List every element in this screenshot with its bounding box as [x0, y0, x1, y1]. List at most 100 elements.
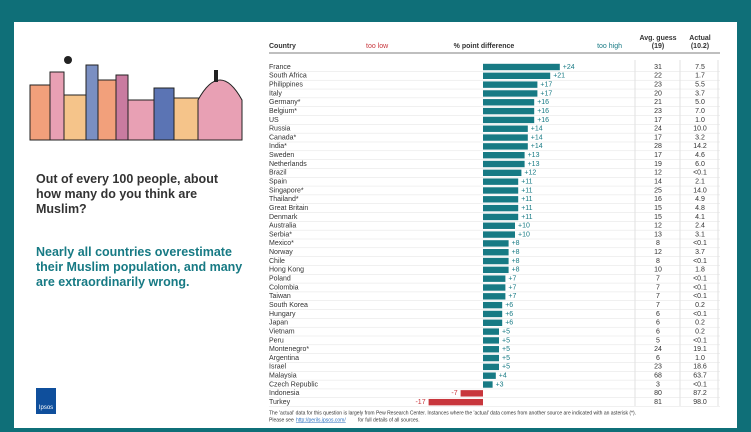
- value-label: +11: [521, 187, 532, 194]
- bar: [483, 319, 503, 326]
- country-label: Singapore*: [269, 187, 304, 194]
- table-cell: 7: [656, 276, 660, 283]
- value-label: +14: [531, 126, 543, 133]
- country-label: Colombia: [269, 284, 299, 291]
- country-label: Malaysia: [269, 373, 297, 380]
- country-label: Indonesia: [269, 390, 299, 397]
- table-cell: 6.0: [695, 161, 705, 168]
- table-cell: 7: [656, 302, 660, 309]
- table-cell: 80: [654, 390, 662, 397]
- country-label: US: [269, 117, 279, 124]
- bar: [483, 187, 519, 194]
- country-label: Japan: [269, 320, 288, 327]
- country-label: Hong Kong: [269, 267, 304, 274]
- table-cell: 81: [654, 399, 662, 406]
- value-label: +8: [512, 267, 520, 274]
- footnote: Please see: [269, 417, 294, 423]
- table-cell: 6: [656, 355, 660, 362]
- city-illustration: [29, 56, 243, 141]
- table-cell: 4.8: [695, 205, 705, 212]
- value-label: +5: [502, 346, 510, 353]
- footnote-link[interactable]: http://perils.ipsos.com/: [296, 417, 346, 423]
- value-label: +16: [537, 99, 549, 106]
- bar: [483, 143, 528, 150]
- table-cell: 7.5: [695, 64, 705, 71]
- table-cell: 5.5: [695, 81, 705, 88]
- table-cell: 8: [656, 240, 660, 247]
- table-cell: 7: [656, 284, 660, 291]
- answer: Nearly all countries overestimate their …: [36, 245, 243, 289]
- title: % point difference: [454, 43, 515, 50]
- table-cell: 24: [654, 346, 662, 353]
- table-cell: 87.2: [693, 390, 707, 397]
- value-label: +5: [502, 337, 510, 344]
- column-header: (19): [652, 43, 664, 50]
- table-cell: 3.7: [695, 90, 705, 97]
- bar: [483, 63, 560, 71]
- table-cell: 63.7: [693, 373, 707, 380]
- table-cell: 21: [654, 99, 662, 106]
- value-label: +11: [521, 196, 532, 203]
- table-cell: 17: [654, 134, 662, 141]
- country-header: Country: [269, 43, 296, 50]
- value-label: +6: [505, 302, 513, 309]
- bar: [428, 398, 483, 406]
- table-cell: 0.2: [695, 328, 705, 335]
- table-cell: 4.9: [695, 196, 705, 203]
- table-cell: 12: [654, 223, 662, 230]
- value-label: +13: [528, 161, 540, 168]
- value-label: +8: [512, 249, 520, 256]
- value-label: +8: [512, 240, 520, 247]
- country-label: France: [269, 64, 291, 71]
- footnote: The 'actual' data for this question is l…: [269, 410, 636, 416]
- bar: [483, 240, 509, 247]
- country-label: Australia: [269, 223, 296, 230]
- value-label: +16: [537, 117, 549, 124]
- table-cell: 10: [654, 267, 662, 274]
- table-cell: 23: [654, 81, 662, 88]
- table-cell: <0.1: [693, 284, 707, 291]
- bar: [483, 213, 519, 221]
- table-cell: 6: [656, 320, 660, 327]
- country-label: Germany*: [269, 99, 301, 106]
- bar: [483, 125, 528, 132]
- low-label: too low: [366, 43, 389, 50]
- bar: [483, 381, 493, 388]
- bar: [460, 390, 483, 397]
- column-header: (10.2): [691, 43, 709, 50]
- table-cell: 5.0: [695, 99, 705, 106]
- country-label: South Africa: [269, 73, 307, 80]
- table-cell: 4.6: [695, 152, 705, 159]
- bar: [483, 134, 528, 141]
- country-label: Thailand*: [269, 196, 299, 203]
- country-label: Israel: [269, 364, 287, 371]
- table-cell: 17: [654, 117, 662, 124]
- table-cell: 19.1: [693, 346, 707, 353]
- table-cell: <0.1: [693, 276, 707, 283]
- bar: [483, 284, 506, 291]
- table-cell: 22: [654, 73, 662, 80]
- table-cell: 19: [654, 161, 662, 168]
- bar: [483, 301, 503, 309]
- table-cell: 2.4: [695, 223, 705, 230]
- bar: [483, 204, 519, 212]
- value-label: +7: [508, 293, 516, 300]
- table-cell: 17: [654, 152, 662, 159]
- value-label: +13: [528, 152, 540, 159]
- bar: [483, 354, 499, 362]
- value-label: +17: [540, 90, 552, 97]
- table-cell: 23: [654, 364, 662, 371]
- bar: [483, 72, 551, 80]
- table-cell: 7: [656, 293, 660, 300]
- bar: [483, 231, 515, 238]
- table-cell: 8: [656, 258, 660, 265]
- bar: [483, 293, 506, 300]
- column-header: Avg. guess: [639, 35, 676, 42]
- country-label: Serbia*: [269, 231, 292, 238]
- table-cell: 16: [654, 196, 662, 203]
- table-cell: 7.0: [695, 108, 705, 115]
- value-label: +11: [521, 179, 532, 186]
- bar: [483, 178, 519, 185]
- table-cell: 98.0: [693, 399, 707, 406]
